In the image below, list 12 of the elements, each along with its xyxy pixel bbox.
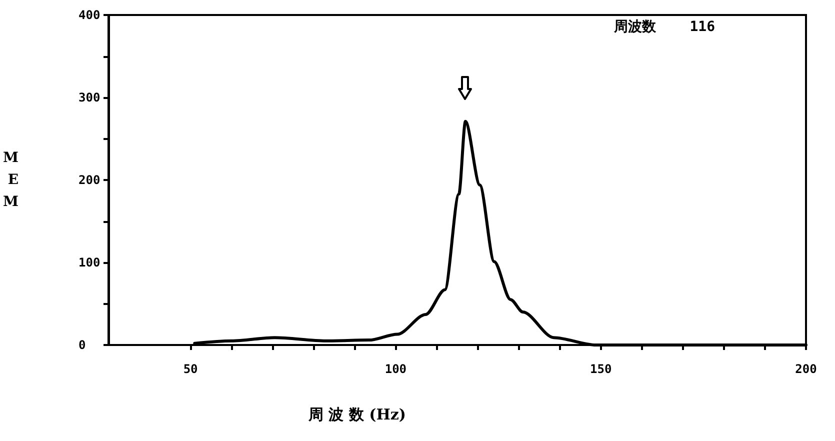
x-axis-title: 周 波 数 (Hz) [307,406,406,424]
x-tick-label: 150 [590,362,612,376]
y-tick-label: 400 [78,8,100,22]
x-tick-label: 100 [384,362,407,376]
y-tick-label: 100 [78,256,100,270]
y-tick-label: 200 [78,173,100,187]
x-tick-label: 200 [795,362,817,376]
annotation: 周波数 116 [613,19,716,35]
x-tick-label: 50 [183,362,198,376]
y-axis-title: MEM [2,150,18,210]
y-tick-label: 0 [78,338,86,352]
y-tick-label: 300 [78,90,100,104]
